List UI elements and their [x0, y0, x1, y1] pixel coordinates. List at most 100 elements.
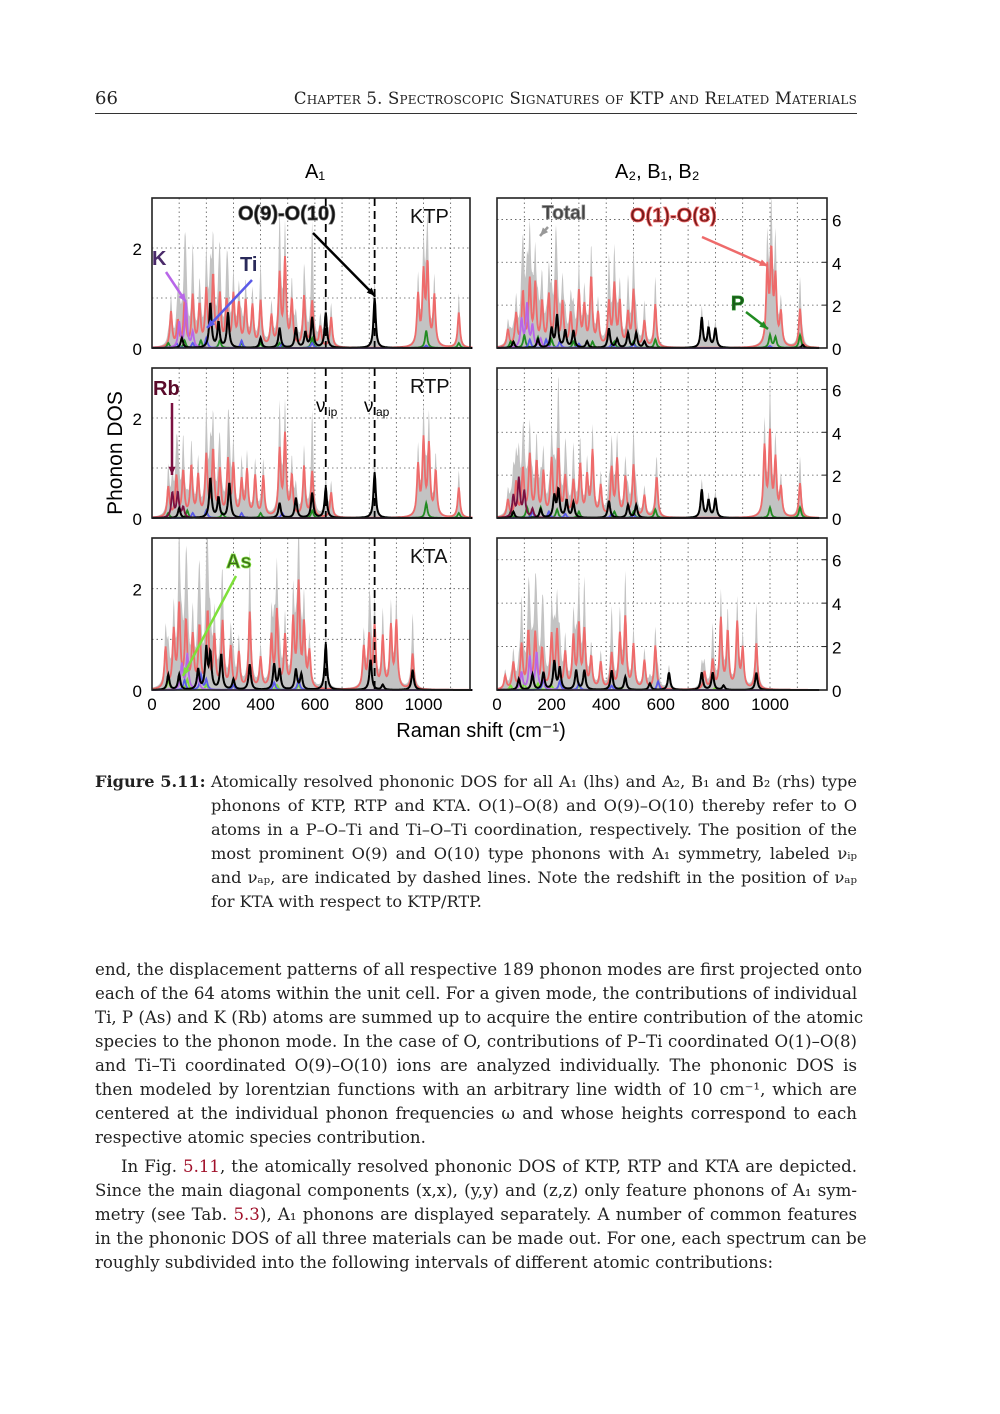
x-tick-label: 400	[246, 695, 274, 714]
x-tick-label: 0	[147, 695, 156, 714]
annotation-total-arrow-head	[540, 227, 549, 236]
x-tick-label: 800	[701, 695, 729, 714]
panel-frame	[496, 537, 828, 691]
x-tick-label: 200	[192, 695, 220, 714]
y-tick-label: 6	[832, 211, 841, 230]
panel-ktp-a1: KTP 0 2	[133, 197, 473, 359]
column-title-a1: A₁	[305, 161, 325, 183]
y-tick-label: 2	[133, 581, 142, 600]
series-o18-line	[497, 245, 820, 349]
figure-link[interactable]: 5.11	[183, 1157, 220, 1176]
y-tick-label: 6	[832, 381, 841, 400]
text-line: roughly subdivided into the following in…	[95, 1253, 774, 1272]
x-tick-label: 600	[647, 695, 675, 714]
annotation-p-arrow-head	[759, 321, 768, 329]
text-line: Ti, P (As) and K (Rb) atoms are summed u…	[95, 1008, 864, 1027]
caption-line: and νₐₚ, are indicated by dashed lines. …	[211, 868, 857, 887]
caption-label: Figure 5.11:	[95, 772, 206, 791]
y-tick-label: 2	[832, 297, 841, 316]
y-tick-label: 0	[133, 510, 142, 529]
caption-line: most prominent O(9) and O(10) type phono…	[211, 844, 857, 863]
series-o910-line	[152, 644, 473, 691]
text-line: species to the phonon mode. In the case …	[95, 1032, 857, 1051]
annotation-ti-arrow	[206, 279, 253, 329]
annotation-o18-arrow-head	[759, 259, 768, 266]
caption-line: atoms in a P–O–Ti and Ti–O–Ti coordinati…	[211, 820, 857, 839]
panel-kta-a1: KTA 0 2 0 200 400 600 800 1000	[133, 537, 473, 714]
text-line: respective atomic species contribution.	[95, 1128, 426, 1147]
panel-frame	[151, 537, 471, 691]
y-tick-label: 0	[133, 340, 142, 359]
x-tick-label: 1000	[405, 695, 443, 714]
y-tick-label: 2	[832, 467, 841, 486]
caption-line: Atomically resolved phononic DOS for all…	[211, 772, 857, 791]
column-title-a2-b1-b2: A₂, B₁, B₂	[615, 161, 700, 183]
y-tick-label: 2	[133, 240, 142, 259]
y-tick-label: 2	[133, 410, 142, 429]
panel-frame	[496, 367, 828, 519]
text-line: end, the displacement patterns of all re…	[95, 960, 863, 979]
panel-rhs-a2b1b2: 0 2 4 6 0 200 400 600 800 1000	[492, 537, 841, 714]
x-tick-label: 1000	[751, 695, 789, 714]
y-tick-label: 4	[832, 254, 841, 273]
annotation-nu-ap-subscript: ap	[376, 405, 390, 419]
panel-rtp-a1: RTP 0 2	[133, 367, 473, 529]
material-label: KTA	[410, 546, 448, 568]
text: In Fig.	[121, 1157, 184, 1176]
y-tick-label: 0	[133, 682, 142, 701]
series-p-line	[497, 331, 820, 349]
y-tick-label: 0	[832, 682, 841, 701]
annotation-k: K	[152, 248, 167, 270]
annotation-nu-ip-subscript: ip	[328, 405, 338, 419]
text: metry (see Tab.	[95, 1205, 234, 1224]
x-tick-label: 800	[355, 695, 383, 714]
y-tick-label: 4	[832, 424, 841, 443]
annotation-as-arrow	[181, 575, 238, 677]
table-link[interactable]: 5.3	[233, 1205, 260, 1224]
x-tick-label: 600	[301, 695, 329, 714]
text-line: Since the main diagonal components (x,x)…	[95, 1181, 857, 1200]
text-line: in the phononic DOS of all three materia…	[95, 1229, 867, 1248]
material-label: RTP	[410, 376, 450, 398]
text: , the atomically resolved phononic DOS o…	[219, 1157, 857, 1176]
series-total-area	[497, 570, 820, 690]
x-tick-label: 400	[592, 695, 620, 714]
annotation-o18-arrow	[701, 235, 769, 268]
y-tick-label: 2	[832, 639, 841, 658]
panel-rhs-a2b1b2: 0 2 4 6	[496, 367, 841, 529]
annotation-rb-arrow-head	[168, 466, 176, 475]
y-tick-label: 0	[832, 510, 841, 529]
paragraph-2: In Fig. 5.11, the atomically resolved ph…	[95, 1155, 867, 1275]
annotation-rb: Rb	[153, 378, 180, 400]
page-number: 66	[95, 88, 118, 109]
annotation-nu-ip: ν	[316, 396, 326, 417]
text: ), A₁ phonons are displayed separately. …	[259, 1205, 857, 1224]
text-line: then modeled by lorentzian functions wit…	[95, 1080, 857, 1099]
y-tick-label: 4	[832, 595, 841, 614]
annotation-ti: Ti	[240, 254, 257, 276]
text-line: metry (see Tab. 5.3), A₁ phonons are dis…	[95, 1203, 857, 1227]
panel-rhs-a2b1b2: 0 2 4 6	[496, 197, 841, 359]
x-axis-label: Raman shift (cm⁻¹)	[396, 720, 565, 742]
caption-line: phonons of KTP, RTP and KTA. O(1)–O(8) a…	[211, 796, 857, 815]
text-line: each of the 64 atoms within the unit cel…	[95, 984, 858, 1003]
panel-frame	[151, 367, 471, 519]
x-tick-label: 0	[492, 695, 501, 714]
text-line: and Ti–Ti coordinated O(9)–O(10) ions ar…	[95, 1056, 857, 1075]
chapter-title: Chapter 5. Spectroscopic Signatures of K…	[293, 89, 857, 108]
annotation-o910-arrow	[312, 232, 376, 297]
y-tick-label: 6	[832, 552, 841, 571]
text-line: centered at the individual phonon freque…	[95, 1104, 857, 1123]
annotation-o910: O(9)-O(10)	[238, 203, 336, 225]
panel-frame	[151, 197, 471, 349]
annotation-total: Total	[542, 203, 586, 224]
text-line: In Fig. 5.11, the atomically resolved ph…	[95, 1155, 857, 1179]
paragraph-1: end, the displacement patterns of all re…	[95, 958, 864, 1150]
annotation-as: As	[226, 551, 252, 573]
annotation-ti-arrow-head	[207, 319, 216, 328]
series-o18-line	[152, 255, 473, 349]
annotation-nu-ap: ν	[364, 396, 374, 417]
annotation-o910-arrow-head	[366, 287, 375, 296]
series-o18-line	[152, 431, 473, 519]
panel-frame	[496, 197, 828, 349]
